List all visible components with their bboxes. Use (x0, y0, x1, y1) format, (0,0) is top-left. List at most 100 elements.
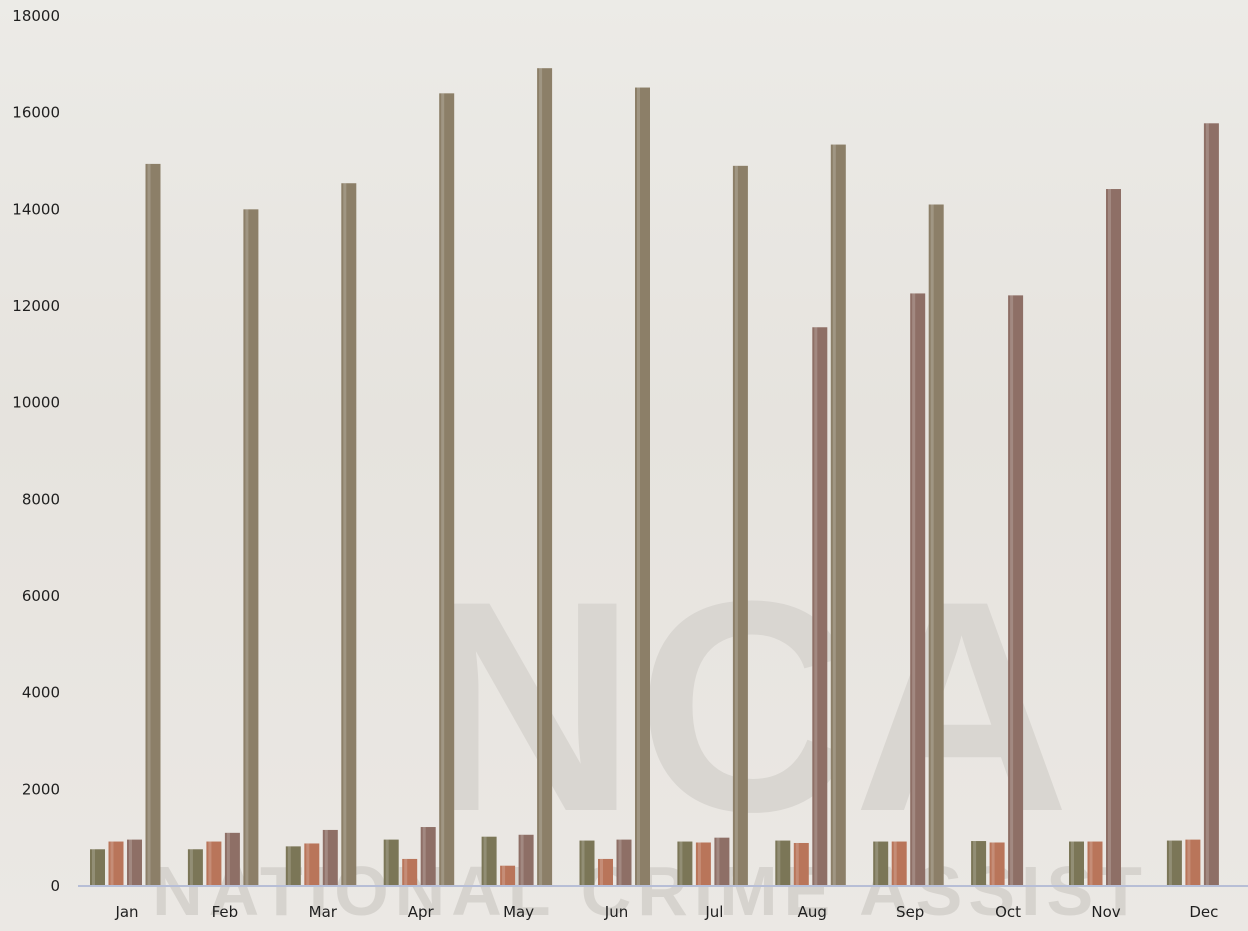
y-tick-label: 16000 (12, 104, 60, 122)
bar-aug-series-1 (775, 840, 791, 886)
bar-highlight (1108, 189, 1111, 887)
bar-apr-series-4 (439, 93, 455, 887)
x-tick-label: May (503, 903, 534, 921)
bar-sep-series-3 (910, 293, 926, 886)
bar-jan-series-2 (108, 841, 124, 886)
bar-nov-series-2 (1087, 841, 1103, 886)
y-tick-label: 10000 (12, 394, 60, 412)
bar-may-series-3 (518, 834, 534, 886)
bar-sep-series-4 (928, 204, 944, 886)
bar-highlight (483, 836, 487, 886)
bar-may-series-2 (500, 865, 516, 886)
bar-highlight (697, 842, 701, 886)
bar-highlight (287, 846, 291, 886)
bar-highlight (1071, 841, 1074, 886)
bar-jan-series-3 (127, 839, 142, 886)
bar-highlight (129, 839, 132, 886)
bars (90, 68, 1219, 887)
bar-apr-series-3 (420, 827, 436, 886)
bar-jan-series-1 (90, 849, 105, 886)
bar-highlight (422, 827, 426, 886)
bar-highlight (385, 839, 389, 886)
bar-highlight (539, 68, 543, 886)
bar-highlight (92, 849, 95, 886)
bar-sep-series-2 (891, 841, 907, 886)
y-tick-label: 14000 (12, 200, 60, 218)
bar-highlight (832, 144, 836, 887)
bar-highlight (1205, 123, 1209, 887)
bar-highlight (581, 840, 585, 886)
bar-highlight (208, 841, 212, 886)
bar-highlight (1187, 839, 1191, 886)
bar-jul-series-2 (695, 842, 711, 886)
y-tick-label: 18000 (12, 7, 60, 25)
x-tick-label: Nov (1091, 903, 1120, 921)
bar-highlight (1010, 295, 1014, 886)
bar-nov-series-1 (1069, 841, 1084, 886)
bar-highlight (1168, 840, 1172, 886)
bar-apr-series-2 (402, 858, 418, 886)
bar-highlight (814, 327, 818, 886)
bar-may-series-4 (537, 68, 553, 886)
bar-oct-series-2 (989, 842, 1005, 886)
bar-highlight (734, 165, 738, 887)
bar-highlight (343, 183, 347, 886)
bar-feb-series-1 (187, 849, 203, 886)
x-axis: Jan Feb Mar Apr May Jun Jul Aug Sep Oct Nov Dec (114, 903, 1218, 921)
bar-mar-series-2 (304, 843, 320, 886)
bar-may-series-1 (481, 836, 497, 886)
x-tick-label: Oct (995, 903, 1021, 921)
x-tick-label: Aug (798, 903, 827, 921)
bar-highlight (777, 840, 781, 886)
bar-nov-series-3 (1106, 189, 1121, 887)
bar-highlight (404, 858, 408, 886)
y-tick-label: 2000 (22, 780, 60, 798)
bar-highlight (110, 841, 114, 886)
x-tick-label: Apr (408, 903, 435, 921)
x-tick-label: Sep (896, 903, 924, 921)
bar-highlight (502, 865, 506, 886)
bar-jul-series-1 (677, 841, 693, 886)
y-axis: 0 2000 4000 6000 8000 10000 12000 14000 16000 180… (12, 7, 60, 895)
bar-mar-series-1 (285, 846, 301, 886)
bar-aug-series-2 (793, 842, 809, 886)
bar-highlight (973, 841, 977, 886)
bar-oct-series-1 (971, 841, 987, 886)
y-tick-label: 4000 (22, 684, 60, 702)
bar-jul-series-4 (732, 165, 748, 887)
x-tick-label: Jan (114, 903, 138, 921)
bar-dec-series-3 (1203, 123, 1219, 887)
y-tick-label: 6000 (22, 587, 60, 605)
bar-highlight (189, 849, 193, 886)
x-tick-label: Dec (1189, 903, 1218, 921)
bar-highlight (324, 829, 328, 886)
bar-highlight (875, 841, 879, 886)
bar-aug-series-3 (812, 327, 828, 886)
bar-apr-series-1 (383, 839, 399, 886)
bar-feb-series-4 (243, 209, 259, 887)
x-tick-label: Jun (604, 903, 628, 921)
bar-jun-series-4 (635, 87, 650, 887)
bar-jul-series-3 (714, 837, 730, 886)
bar-oct-series-3 (1008, 295, 1024, 886)
bar-highlight (795, 842, 799, 886)
x-tick-label: Mar (309, 903, 338, 921)
bar-jun-series-1 (579, 840, 595, 886)
y-tick-label: 12000 (12, 297, 60, 315)
bar-mar-series-3 (322, 829, 338, 886)
bar-highlight (679, 841, 683, 886)
bar-jun-series-3 (616, 839, 632, 886)
bar-dec-series-1 (1166, 840, 1182, 886)
bar-highlight (600, 858, 603, 886)
bar-highlight (226, 832, 230, 886)
bar-highlight (637, 87, 640, 887)
y-tick-label: 8000 (22, 490, 60, 508)
bar-highlight (930, 204, 934, 886)
bar-highlight (520, 834, 524, 886)
bar-highlight (893, 841, 897, 886)
bar-highlight (618, 839, 622, 886)
bar-sep-series-1 (873, 841, 889, 886)
bar-highlight (991, 842, 995, 886)
bar-highlight (306, 843, 310, 886)
